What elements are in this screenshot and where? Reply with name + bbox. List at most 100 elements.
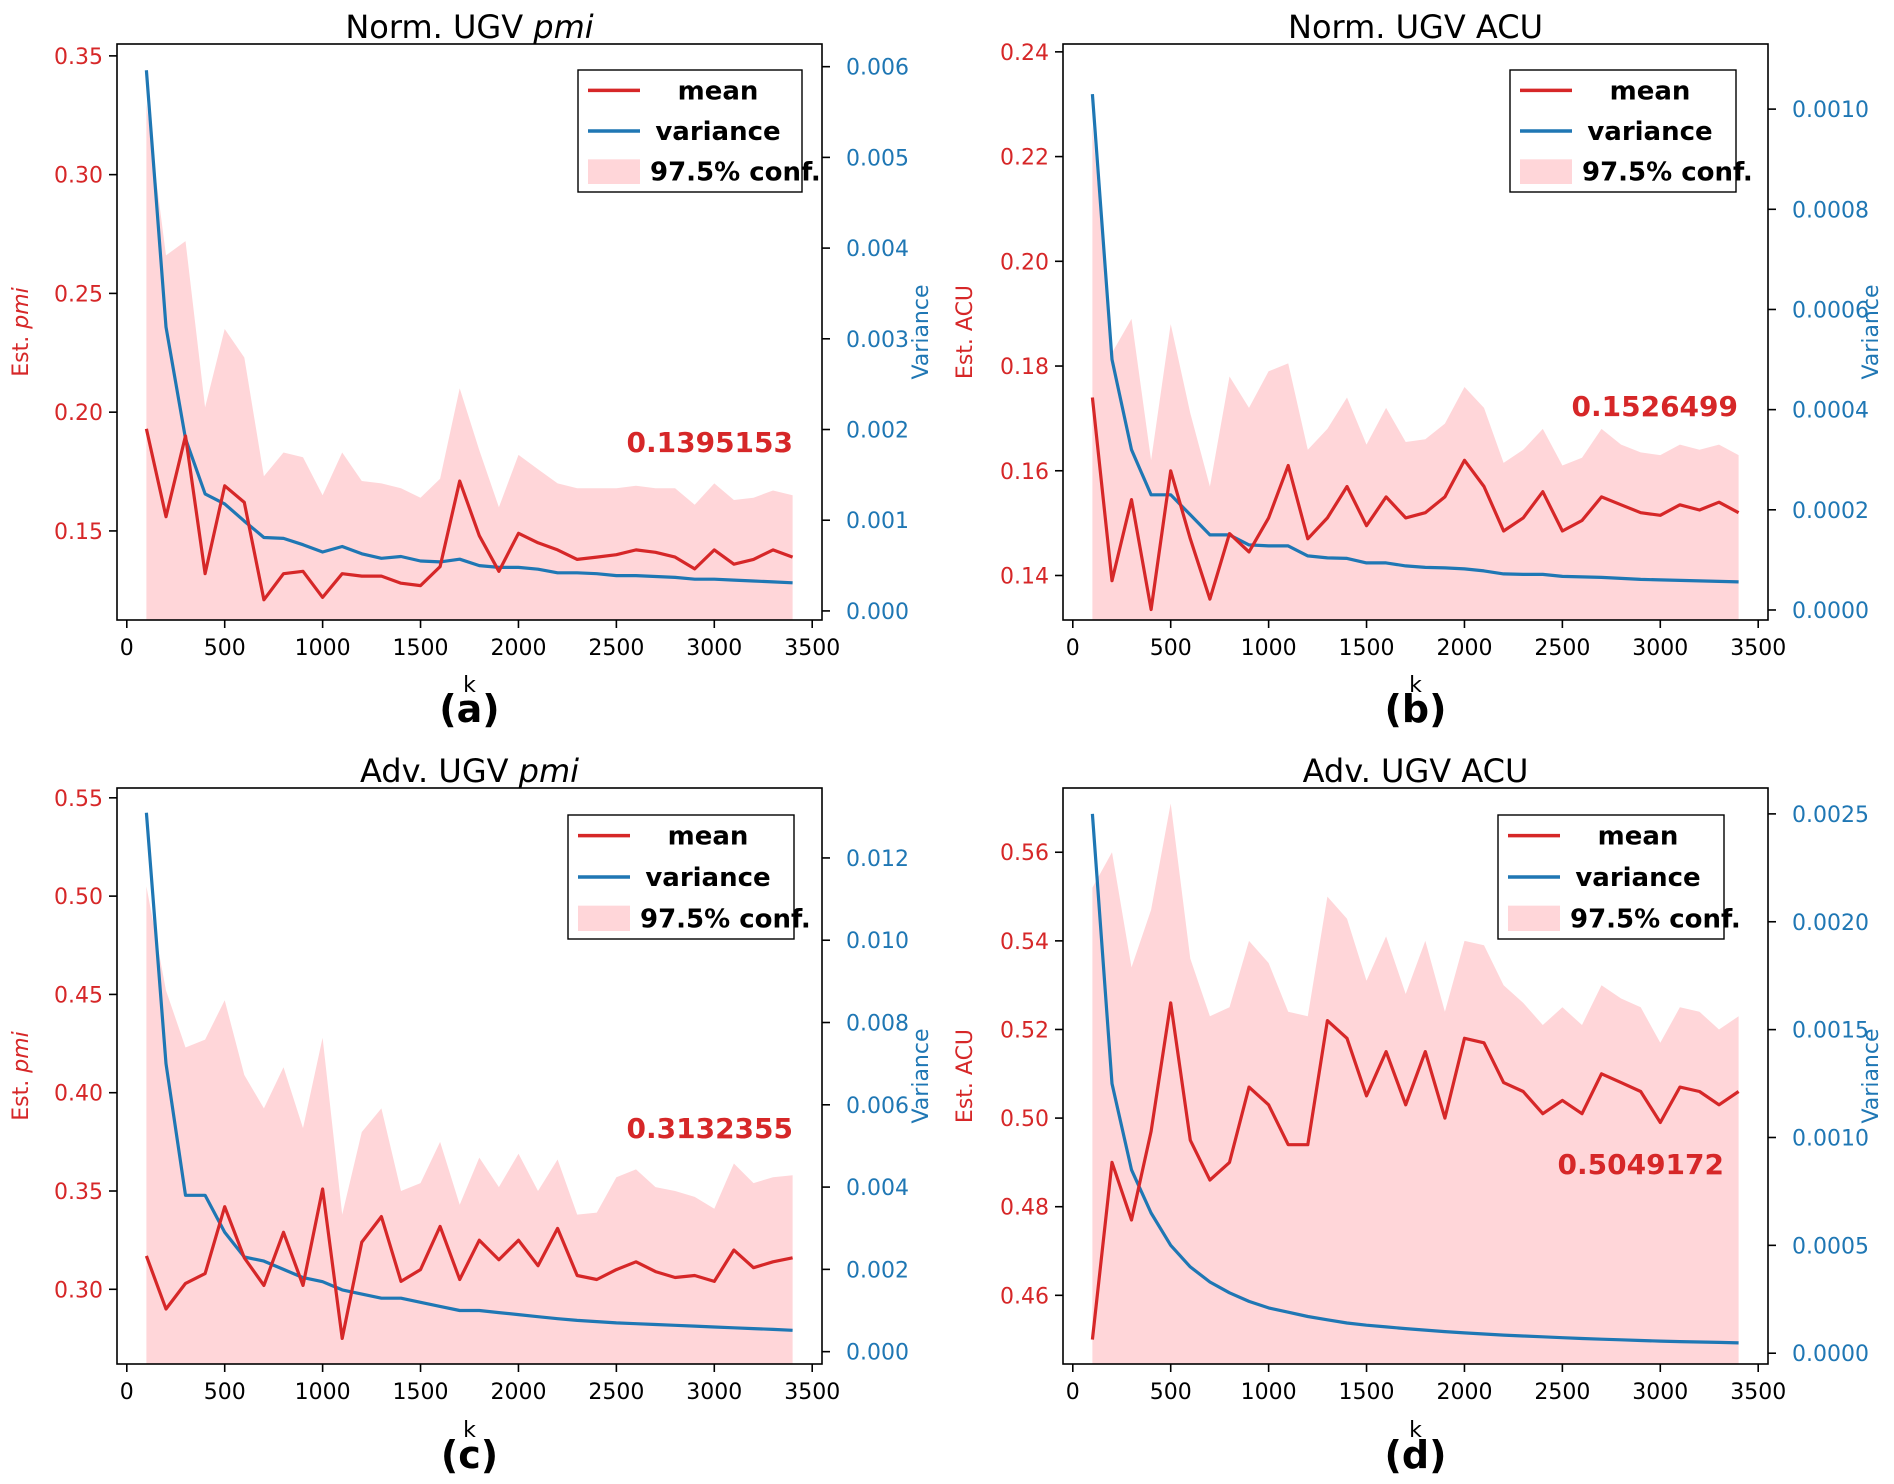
x-tick-label: 2000 bbox=[1436, 1380, 1492, 1405]
y2-tick-label: 0.000 bbox=[846, 600, 909, 625]
y2-tick-label: 0.0000 bbox=[1792, 1342, 1869, 1367]
variance-line bbox=[1090, 93, 1739, 584]
x-tick-label: 1500 bbox=[393, 1380, 449, 1405]
x-tick-label: 0 bbox=[120, 636, 134, 661]
axes-frame bbox=[116, 787, 823, 1365]
x-tick-label: 3000 bbox=[1632, 1380, 1688, 1405]
plot-area-c bbox=[144, 812, 793, 1364]
y-tick-label: 0.56 bbox=[1000, 841, 1049, 866]
axes-frame bbox=[116, 43, 823, 621]
x-tick-label: 1500 bbox=[1339, 636, 1395, 661]
legend-label-band: 97.5% conf. bbox=[640, 904, 811, 934]
x-tick-label: 0 bbox=[1066, 636, 1080, 661]
chart-title: Adv. UGV pmi bbox=[360, 752, 579, 790]
plot-area-a bbox=[144, 70, 794, 620]
final-value-label: 0.3132355 bbox=[627, 1112, 794, 1145]
mean-line bbox=[1090, 1001, 1740, 1340]
legend-label-variance: variance bbox=[655, 117, 780, 147]
chart-title: Norm. UGV pmi bbox=[345, 8, 593, 46]
y2-tick-label: 0.001 bbox=[846, 509, 909, 534]
y-axis-label: Est. ACU bbox=[953, 1029, 978, 1123]
x-tick-label: 2500 bbox=[588, 636, 644, 661]
legend: mean variance 97.5% conf. bbox=[577, 69, 821, 193]
mean-line bbox=[1090, 397, 1740, 612]
y2-tick-label: 0.0015 bbox=[1792, 1019, 1869, 1044]
x-axis-label: k bbox=[463, 673, 476, 698]
y-tick-label: 0.46 bbox=[1000, 1284, 1049, 1309]
x-tick-label: 500 bbox=[1150, 1380, 1192, 1405]
legend-label-mean: mean bbox=[1610, 76, 1691, 106]
legend-label-mean: mean bbox=[1598, 822, 1679, 852]
y-tick-label: 0.52 bbox=[1000, 1018, 1049, 1043]
y2-tick-label: 0.003 bbox=[846, 328, 909, 353]
variance-line bbox=[1090, 813, 1739, 1345]
y2-axis-label: Variance bbox=[909, 1028, 934, 1123]
y-tick-label: 0.50 bbox=[1000, 1107, 1049, 1132]
x-tick-label: 2500 bbox=[1534, 1380, 1590, 1405]
legend-label-mean: mean bbox=[678, 76, 759, 106]
y-tick-label: 0.22 bbox=[1000, 146, 1049, 171]
y2-tick-label: 0.0010 bbox=[1792, 1126, 1869, 1151]
y2-tick-label: 0.004 bbox=[846, 237, 909, 262]
x-tick-label: 3000 bbox=[686, 636, 742, 661]
x-tick-label: 3500 bbox=[1730, 1380, 1786, 1405]
x-tick-label: 500 bbox=[204, 1380, 246, 1405]
y-tick-label: 0.40 bbox=[54, 1082, 103, 1107]
confidence-band bbox=[1092, 125, 1739, 620]
y-tick-label: 0.50 bbox=[54, 885, 103, 910]
y2-tick-label: 0.000 bbox=[846, 1341, 909, 1366]
y2-axis-label: Variance bbox=[909, 284, 934, 379]
mean-line bbox=[144, 428, 794, 602]
y-tick-label: 0.25 bbox=[54, 282, 103, 307]
x-tick-label: 500 bbox=[204, 636, 246, 661]
variance-line bbox=[144, 70, 793, 585]
chart-title: Norm. UGV ACU bbox=[1288, 8, 1543, 46]
y2-tick-label: 0.008 bbox=[846, 1012, 909, 1037]
y-tick-label: 0.54 bbox=[1000, 930, 1049, 955]
y-tick-label: 0.55 bbox=[54, 787, 103, 812]
y2-tick-label: 0.0002 bbox=[1792, 499, 1869, 524]
y-tick-label: 0.18 bbox=[1000, 355, 1049, 380]
legend-label-variance: variance bbox=[1575, 863, 1700, 893]
x-axis-label: k bbox=[1409, 673, 1422, 698]
y2-tick-label: 0.0020 bbox=[1792, 911, 1869, 936]
plot-area-b bbox=[1090, 93, 1740, 620]
y-axis-label: Est. pmi bbox=[9, 287, 34, 377]
y-tick-label: 0.35 bbox=[54, 1180, 103, 1205]
legend-swatch-band bbox=[1520, 159, 1572, 184]
y2-tick-label: 0.0006 bbox=[1792, 298, 1869, 323]
x-tick-label: 2000 bbox=[490, 636, 546, 661]
y-tick-label: 0.35 bbox=[54, 45, 103, 70]
x-tick-label: 1500 bbox=[393, 636, 449, 661]
x-tick-label: 2000 bbox=[1436, 636, 1492, 661]
variance-line bbox=[144, 812, 793, 1332]
chart-c: 0 500 1000 1500 2000 2500 3000 3500 0.30 0.35 0.40… bbox=[9, 752, 934, 1477]
legend-label-band: 97.5% conf. bbox=[1570, 904, 1741, 934]
legend-swatch-band bbox=[1508, 905, 1560, 931]
legend-label-band: 97.5% conf. bbox=[650, 158, 821, 188]
y2-tick-label: 0.002 bbox=[846, 419, 909, 444]
y2-tick-label: 0.0000 bbox=[1792, 599, 1869, 624]
y-tick-label: 0.20 bbox=[1000, 250, 1049, 275]
y2-axis-label: Variance bbox=[1859, 1028, 1884, 1123]
y2-tick-label: 0.002 bbox=[846, 1258, 909, 1283]
y2-tick-label: 0.0004 bbox=[1792, 399, 1869, 424]
axes-frame bbox=[1062, 787, 1769, 1365]
x-tick-label: 2000 bbox=[490, 1380, 546, 1405]
y2-tick-label: 0.0008 bbox=[1792, 198, 1869, 223]
y2-tick-label: 0.006 bbox=[846, 1094, 909, 1119]
y2-tick-label: 0.010 bbox=[846, 929, 909, 954]
y2-tick-label: 0.0005 bbox=[1792, 1234, 1869, 1259]
y2-tick-label: 0.005 bbox=[846, 146, 909, 171]
panel-label: (b) bbox=[1385, 687, 1447, 731]
x-tick-label: 1000 bbox=[1241, 636, 1297, 661]
y2-axis-label: Variance bbox=[1859, 284, 1884, 379]
x-tick-label: 3500 bbox=[784, 636, 840, 661]
confidence-band bbox=[146, 103, 793, 620]
x-tick-label: 0 bbox=[1066, 1380, 1080, 1405]
chart-b: 0 500 1000 1500 2000 2500 3000 3500 0.14 0.16 0.18… bbox=[953, 8, 1884, 731]
y-tick-label: 0.48 bbox=[1000, 1196, 1049, 1221]
y-tick-label: 0.14 bbox=[1000, 564, 1049, 589]
panel-label: (a) bbox=[439, 687, 499, 731]
